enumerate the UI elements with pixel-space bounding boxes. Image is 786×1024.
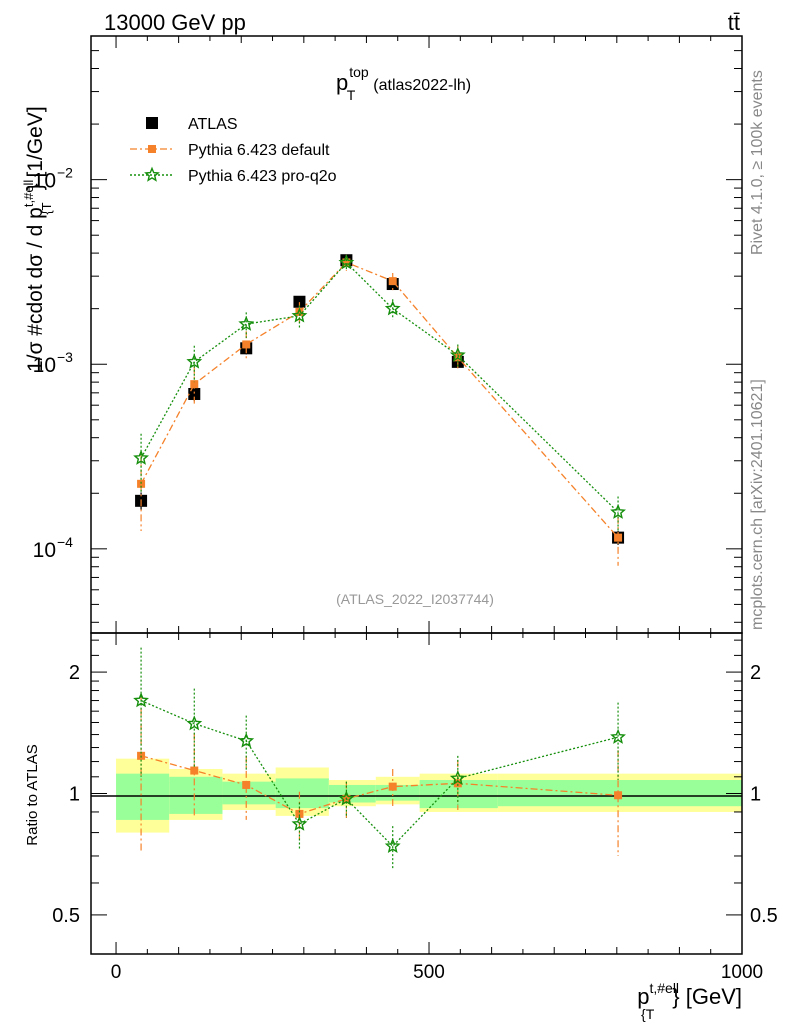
ratio-star-marker [384,837,401,853]
ratio-data-marks [133,647,626,869]
series-star-marker [384,300,401,316]
chart-title: ptop T (atlas2022-lh) [336,64,471,103]
rivet-version-label: Rivet 4.1.0, ≥ 100k events [749,70,766,255]
y-tick-label: 10 [33,354,56,377]
y-axis-label: 1/σ #cdot dσ / d pt,#ell{T} [1/GeV] [21,106,54,372]
series-star-marker [338,254,355,270]
ratio-band-stat [275,778,329,809]
ratio-tick-label-right: 2 [750,662,761,684]
x-tick-label: 1000 [721,962,763,983]
ratio-axis-ticks: 0.5 0.5 1 1 2 2 [52,633,778,955]
ratio-square-marker [453,779,462,788]
ratio-star-marker [610,728,626,744]
main-panel: 10−410−310−2 ptop T(atlas2022-lh) (ATLAS_… [21,35,743,634]
ratio-square-marker [295,809,304,818]
ratio-band-stat [328,784,376,803]
title-main: p [336,70,348,95]
ratio-tick-label: 0.5 [52,905,80,927]
main-data-marks [133,254,626,566]
ratio-tick-label: 1 [69,784,80,806]
ratio-tick-label-right: 0.5 [750,905,778,927]
y-tick-label: 10 [33,170,56,193]
y-tick-label-exponent: −2 [57,165,73,181]
series-square-marker [242,340,251,349]
title-subscript: T [347,87,356,103]
x-label-main: p [637,984,649,1009]
ratio-tick-label-right: 1 [750,784,761,806]
mcplots-label: mcplots.cern.ch [arXiv:2401.10621] [749,379,766,630]
x-label-suffix: } [GeV] [672,984,742,1009]
ratio-star-marker [238,732,255,748]
collision-energy-label: 13000 GeV pp [104,10,246,35]
legend-label-atlas: ATLAS [188,116,238,133]
legend-marker-pro-q2o [144,166,160,182]
ratio-tick-label: 2 [69,662,80,684]
legend-marker-atlas [146,117,158,129]
atlas-data-point [293,295,306,308]
series-square-marker [295,307,304,316]
x-tick-labels: 0 500 1000 [111,962,763,983]
x-tick-label: 500 [413,962,445,983]
ratio-square-marker [190,766,199,775]
ratio-square-marker [614,791,623,800]
y-tick-label-exponent: −3 [57,349,73,365]
legend: ATLAS Pythia 6.423 default Pythia 6.423 … [130,116,337,185]
series-star-marker [238,315,255,331]
ratio-band-stat [222,781,276,805]
series-star-marker [291,307,308,323]
title-superscript: top [349,64,369,80]
series-star-marker [610,503,626,519]
ratio-square-marker [242,780,251,789]
series-square-marker [137,479,146,488]
ratio-panel: 0.5 0.5 1 1 2 2 Ratio to ATLAS [24,632,778,955]
analysis-id-label: (ATLAS_2022_I2037744) [336,591,494,607]
ratio-star-marker [133,692,149,708]
series-star-marker [449,346,466,362]
series-square-marker [614,533,623,542]
series-square-marker [342,258,351,267]
ratio-star-marker [291,815,308,831]
ratio-series-line [140,700,619,848]
title-suffix: (atlas2022-lh) [373,77,471,94]
x-label-subscript: {T [641,1006,655,1022]
ratio-square-marker [388,782,397,791]
y-tick-label-exponent: −4 [57,534,73,550]
ratio-star-marker [449,770,466,786]
x-label-superscript: t,#ell [649,980,679,996]
legend-marker-default [148,145,156,153]
ratio-star-marker [338,790,355,806]
legend-label-pro-q2o: Pythia 6.423 pro-q2o [188,168,337,185]
ratio-star-marker [186,715,203,731]
legend-label-default: Pythia 6.423 default [188,142,330,159]
series-line [140,261,619,513]
ratio-y-axis-label: Ratio to ATLAS [24,744,41,845]
series-line [140,261,619,539]
x-axis-label: pt,#ell {T } [GeV] [637,980,742,1022]
process-label: tt̄ [728,10,740,35]
series-star-marker [186,353,203,369]
series-square-marker [190,380,199,389]
ratio-uncertainty-bands [116,758,742,833]
series-square-marker [388,277,397,286]
ratio-band-stat [116,773,170,820]
ratio-band-stat [375,784,420,801]
series-star-marker [133,449,149,465]
y-tick-label: 10 [33,539,56,562]
ratio-series-line [140,755,619,815]
main-axis-ticks: 10−410−310−2 [33,35,743,633]
x-tick-label: 0 [111,962,122,983]
